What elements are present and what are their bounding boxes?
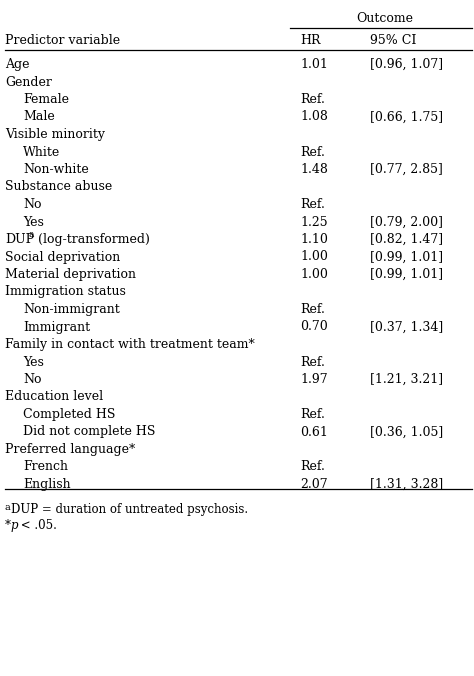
Text: Preferred language*: Preferred language*: [5, 443, 135, 456]
Text: Did not complete HS: Did not complete HS: [23, 425, 155, 439]
Text: Ref.: Ref.: [300, 93, 325, 106]
Text: [0.77, 2.85]: [0.77, 2.85]: [370, 163, 443, 176]
Text: 1.00: 1.00: [300, 268, 328, 281]
Text: 1.08: 1.08: [300, 110, 328, 124]
Text: 1.48: 1.48: [300, 163, 328, 176]
Text: Substance abuse: Substance abuse: [5, 180, 112, 193]
Text: *: *: [5, 519, 11, 533]
Text: Female: Female: [23, 93, 69, 106]
Text: English: English: [23, 478, 71, 491]
Text: 1.01: 1.01: [300, 58, 328, 71]
Text: < .05.: < .05.: [17, 519, 57, 533]
Text: [0.99, 1.01]: [0.99, 1.01]: [370, 251, 443, 264]
Text: White: White: [23, 145, 60, 158]
Text: HR: HR: [300, 34, 320, 47]
Text: Outcome: Outcome: [356, 12, 413, 25]
Text: Education level: Education level: [5, 391, 103, 404]
Text: [0.66, 1.75]: [0.66, 1.75]: [370, 110, 443, 124]
Text: [0.36, 1.05]: [0.36, 1.05]: [370, 425, 443, 439]
Text: 1.97: 1.97: [300, 373, 328, 386]
Text: [0.79, 2.00]: [0.79, 2.00]: [370, 216, 443, 228]
Text: [0.99, 1.01]: [0.99, 1.01]: [370, 268, 443, 281]
Text: Gender: Gender: [5, 76, 52, 89]
Text: Family in contact with treatment team*: Family in contact with treatment team*: [5, 338, 255, 351]
Text: Ref.: Ref.: [300, 408, 325, 421]
Text: Ref.: Ref.: [300, 145, 325, 158]
Text: Ref.: Ref.: [300, 198, 325, 211]
Text: Predictor variable: Predictor variable: [5, 34, 120, 47]
Text: Ref.: Ref.: [300, 356, 325, 368]
Text: 1.00: 1.00: [300, 251, 328, 264]
Text: Non-white: Non-white: [23, 163, 89, 176]
Text: Social deprivation: Social deprivation: [5, 251, 120, 264]
Text: Yes: Yes: [23, 356, 44, 368]
Text: [0.96, 1.07]: [0.96, 1.07]: [370, 58, 443, 71]
Text: Immigrant: Immigrant: [23, 320, 90, 333]
Text: Age: Age: [5, 58, 29, 71]
Text: a: a: [29, 230, 35, 239]
Text: Immigration status: Immigration status: [5, 285, 126, 299]
Text: a: a: [5, 504, 11, 512]
Text: (log-transformed): (log-transformed): [34, 233, 150, 246]
Text: 95% CI: 95% CI: [370, 34, 416, 47]
Text: Completed HS: Completed HS: [23, 408, 115, 421]
Text: Material deprivation: Material deprivation: [5, 268, 136, 281]
Text: Male: Male: [23, 110, 55, 124]
Text: DUP: DUP: [5, 233, 34, 246]
Text: 1.10: 1.10: [300, 233, 328, 246]
Text: [1.31, 3.28]: [1.31, 3.28]: [370, 478, 443, 491]
Text: 2.07: 2.07: [300, 478, 328, 491]
Text: 1.25: 1.25: [300, 216, 328, 228]
Text: [0.82, 1.47]: [0.82, 1.47]: [370, 233, 443, 246]
Text: p: p: [11, 519, 18, 533]
Text: [1.21, 3.21]: [1.21, 3.21]: [370, 373, 443, 386]
Text: Ref.: Ref.: [300, 303, 325, 316]
Text: Visible minority: Visible minority: [5, 128, 105, 141]
Text: Yes: Yes: [23, 216, 44, 228]
Text: No: No: [23, 373, 42, 386]
Text: 0.70: 0.70: [300, 320, 328, 333]
Text: 0.61: 0.61: [300, 425, 328, 439]
Text: Non-immigrant: Non-immigrant: [23, 303, 120, 316]
Text: [0.37, 1.34]: [0.37, 1.34]: [370, 320, 443, 333]
Text: No: No: [23, 198, 42, 211]
Text: DUP = duration of untreated psychosis.: DUP = duration of untreated psychosis.: [11, 504, 248, 516]
Text: Ref.: Ref.: [300, 460, 325, 473]
Text: French: French: [23, 460, 68, 473]
